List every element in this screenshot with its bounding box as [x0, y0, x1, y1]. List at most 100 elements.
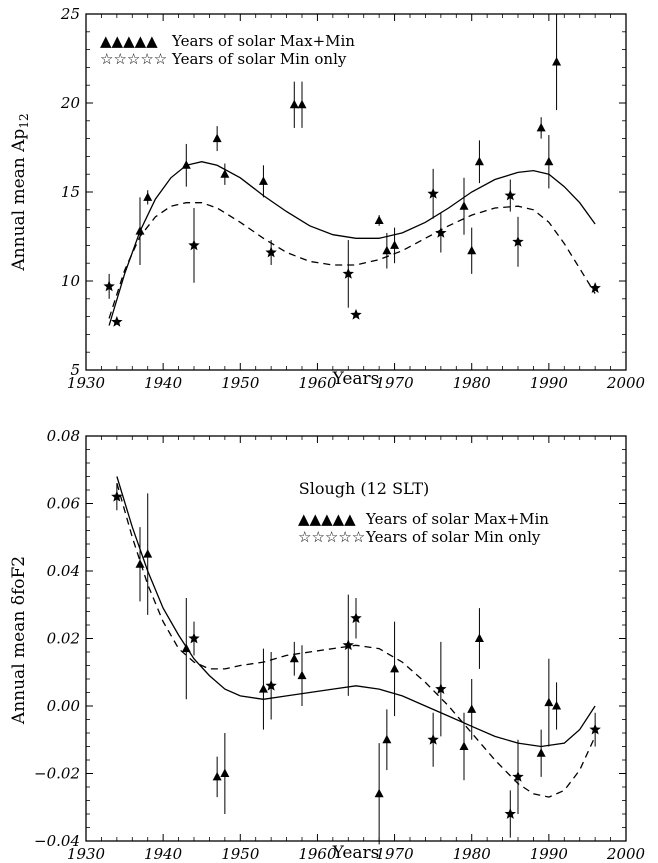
legend-marker-maxmin: ▲▲▲▲▲ [100, 32, 158, 50]
x-axis-ticks: 1930 1940 1950 1960 1970 1980 1990 2000 [67, 14, 646, 392]
triangle-point [382, 245, 392, 255]
star-point [435, 683, 447, 694]
triangle-point [459, 741, 469, 750]
x-tick-label: 1950 [221, 845, 260, 863]
triangle-point [212, 133, 222, 143]
data-points [111, 483, 601, 845]
triangle-point [536, 122, 546, 132]
triangle-point [220, 169, 230, 178]
x-tick-label: 1960 [298, 845, 337, 863]
star-point [342, 639, 354, 651]
star-point [188, 632, 200, 644]
x-axis-ticks: 1930 1940 1950 1960 1970 1980 1990 2000 [67, 436, 646, 863]
star-point [589, 282, 601, 293]
legend: ▲▲▲▲▲ Years of solar Max+Min ☆☆☆☆☆ Years… [100, 32, 355, 68]
star-point [265, 246, 277, 258]
triangle-point [258, 176, 268, 185]
y-tick-label: 0.04 [47, 562, 80, 580]
x-tick-label: 1930 [67, 845, 106, 863]
x-axis-title: Years [332, 843, 380, 863]
y-tick-label: 10 [61, 272, 81, 290]
triangle-point [181, 643, 191, 653]
star-point [350, 612, 362, 624]
y-axis-title: Annual mean Ap12 [9, 113, 31, 271]
x-tick-label: 1940 [144, 374, 183, 392]
legend-label-minonly: Years of solar Min only [365, 528, 541, 546]
triangle-point [289, 653, 299, 663]
fit-curve-dashed [116, 483, 596, 798]
star-point [435, 226, 447, 238]
x-tick-label: 1960 [298, 374, 337, 392]
chart-ap12: 1930 1940 1950 1960 1970 1980 1990 2000 5 10 15 20… [9, 5, 646, 392]
triangle-point [552, 701, 562, 710]
star-point [427, 733, 439, 745]
triangle-point [390, 240, 400, 249]
triangle-point [143, 549, 153, 558]
triangle-point [374, 788, 384, 798]
x-tick-label: 2000 [606, 374, 646, 392]
x-tick-label: 1990 [530, 845, 569, 863]
y-tick-label: 0.02 [47, 630, 80, 648]
triangle-point [382, 734, 392, 744]
triangle-point [135, 226, 145, 235]
star-point [504, 808, 516, 819]
y-axis-ticks: −0.04 −0.02 0.00 0.02 0.04 0.06 0.08 [34, 427, 626, 850]
legend: ▲▲▲▲▲ Years of solar Max+Min ☆☆☆☆☆ Years… [298, 510, 549, 546]
x-axis-title: Years [332, 369, 380, 389]
triangle-point [544, 156, 554, 166]
data-points [103, 14, 601, 327]
triangle-point [474, 633, 484, 642]
legend-label-maxmin: Years of solar Max+Min [171, 32, 355, 50]
triangle-point [552, 57, 562, 66]
legend-marker-minonly: ☆☆☆☆☆ [100, 50, 167, 68]
legend-marker-minonly: ☆☆☆☆☆ [298, 528, 365, 546]
fit-curves [108, 161, 596, 326]
legend-marker-maxmin: ▲▲▲▲▲ [298, 510, 356, 528]
y-tick-label: 0.08 [47, 427, 80, 445]
fit-curve-solid [108, 161, 596, 326]
triangle-point [459, 201, 469, 210]
y-tick-label: 20 [60, 94, 81, 112]
star-point [111, 490, 123, 502]
x-tick-label: 1980 [453, 845, 492, 863]
y-tick-label: 15 [61, 183, 80, 201]
star-point [188, 239, 200, 251]
triangle-point [297, 670, 307, 680]
triangle-point [143, 192, 153, 201]
triangle-point [467, 704, 477, 713]
triangle-point [181, 160, 191, 169]
triangle-point [390, 663, 400, 673]
triangle-point [135, 559, 145, 568]
triangle-point [467, 245, 477, 255]
star-point [427, 187, 439, 199]
triangle-point [544, 697, 554, 707]
y-axis-ticks: 5 10 15 20 25 [60, 5, 626, 379]
x-tick-label: 1950 [221, 374, 260, 392]
star-point [342, 267, 354, 279]
x-tick-label: 1970 [375, 845, 414, 863]
star-point [512, 235, 524, 247]
y-tick-label: 5 [70, 361, 80, 379]
y-tick-label: 0.00 [47, 697, 81, 715]
triangle-point [474, 156, 484, 166]
y-tick-label: 25 [60, 5, 80, 23]
star-point [103, 280, 115, 292]
x-tick-label: 1940 [144, 845, 183, 863]
triangle-point [536, 748, 546, 757]
legend-label-minonly: Years of solar Min only [171, 50, 347, 68]
chart-dfof2: 1930 1940 1950 1960 1970 1980 1990 2000 −0.04−0… [9, 427, 646, 863]
y-tick-label: −0.04 [34, 832, 80, 850]
star-point [111, 315, 123, 327]
x-tick-label: 1990 [530, 374, 569, 392]
y-tick-label: −0.02 [34, 765, 80, 783]
triangle-point [220, 768, 230, 777]
star-point [512, 770, 524, 782]
star-point [350, 308, 362, 320]
y-tick-label: 0.06 [47, 495, 81, 513]
legend-label-maxmin: Years of solar Max+Min [365, 510, 549, 528]
triangle-point [212, 771, 222, 781]
star-point [504, 189, 516, 201]
chart-title: Slough (12 SLT) [299, 479, 430, 498]
x-tick-label: 1970 [375, 374, 414, 392]
